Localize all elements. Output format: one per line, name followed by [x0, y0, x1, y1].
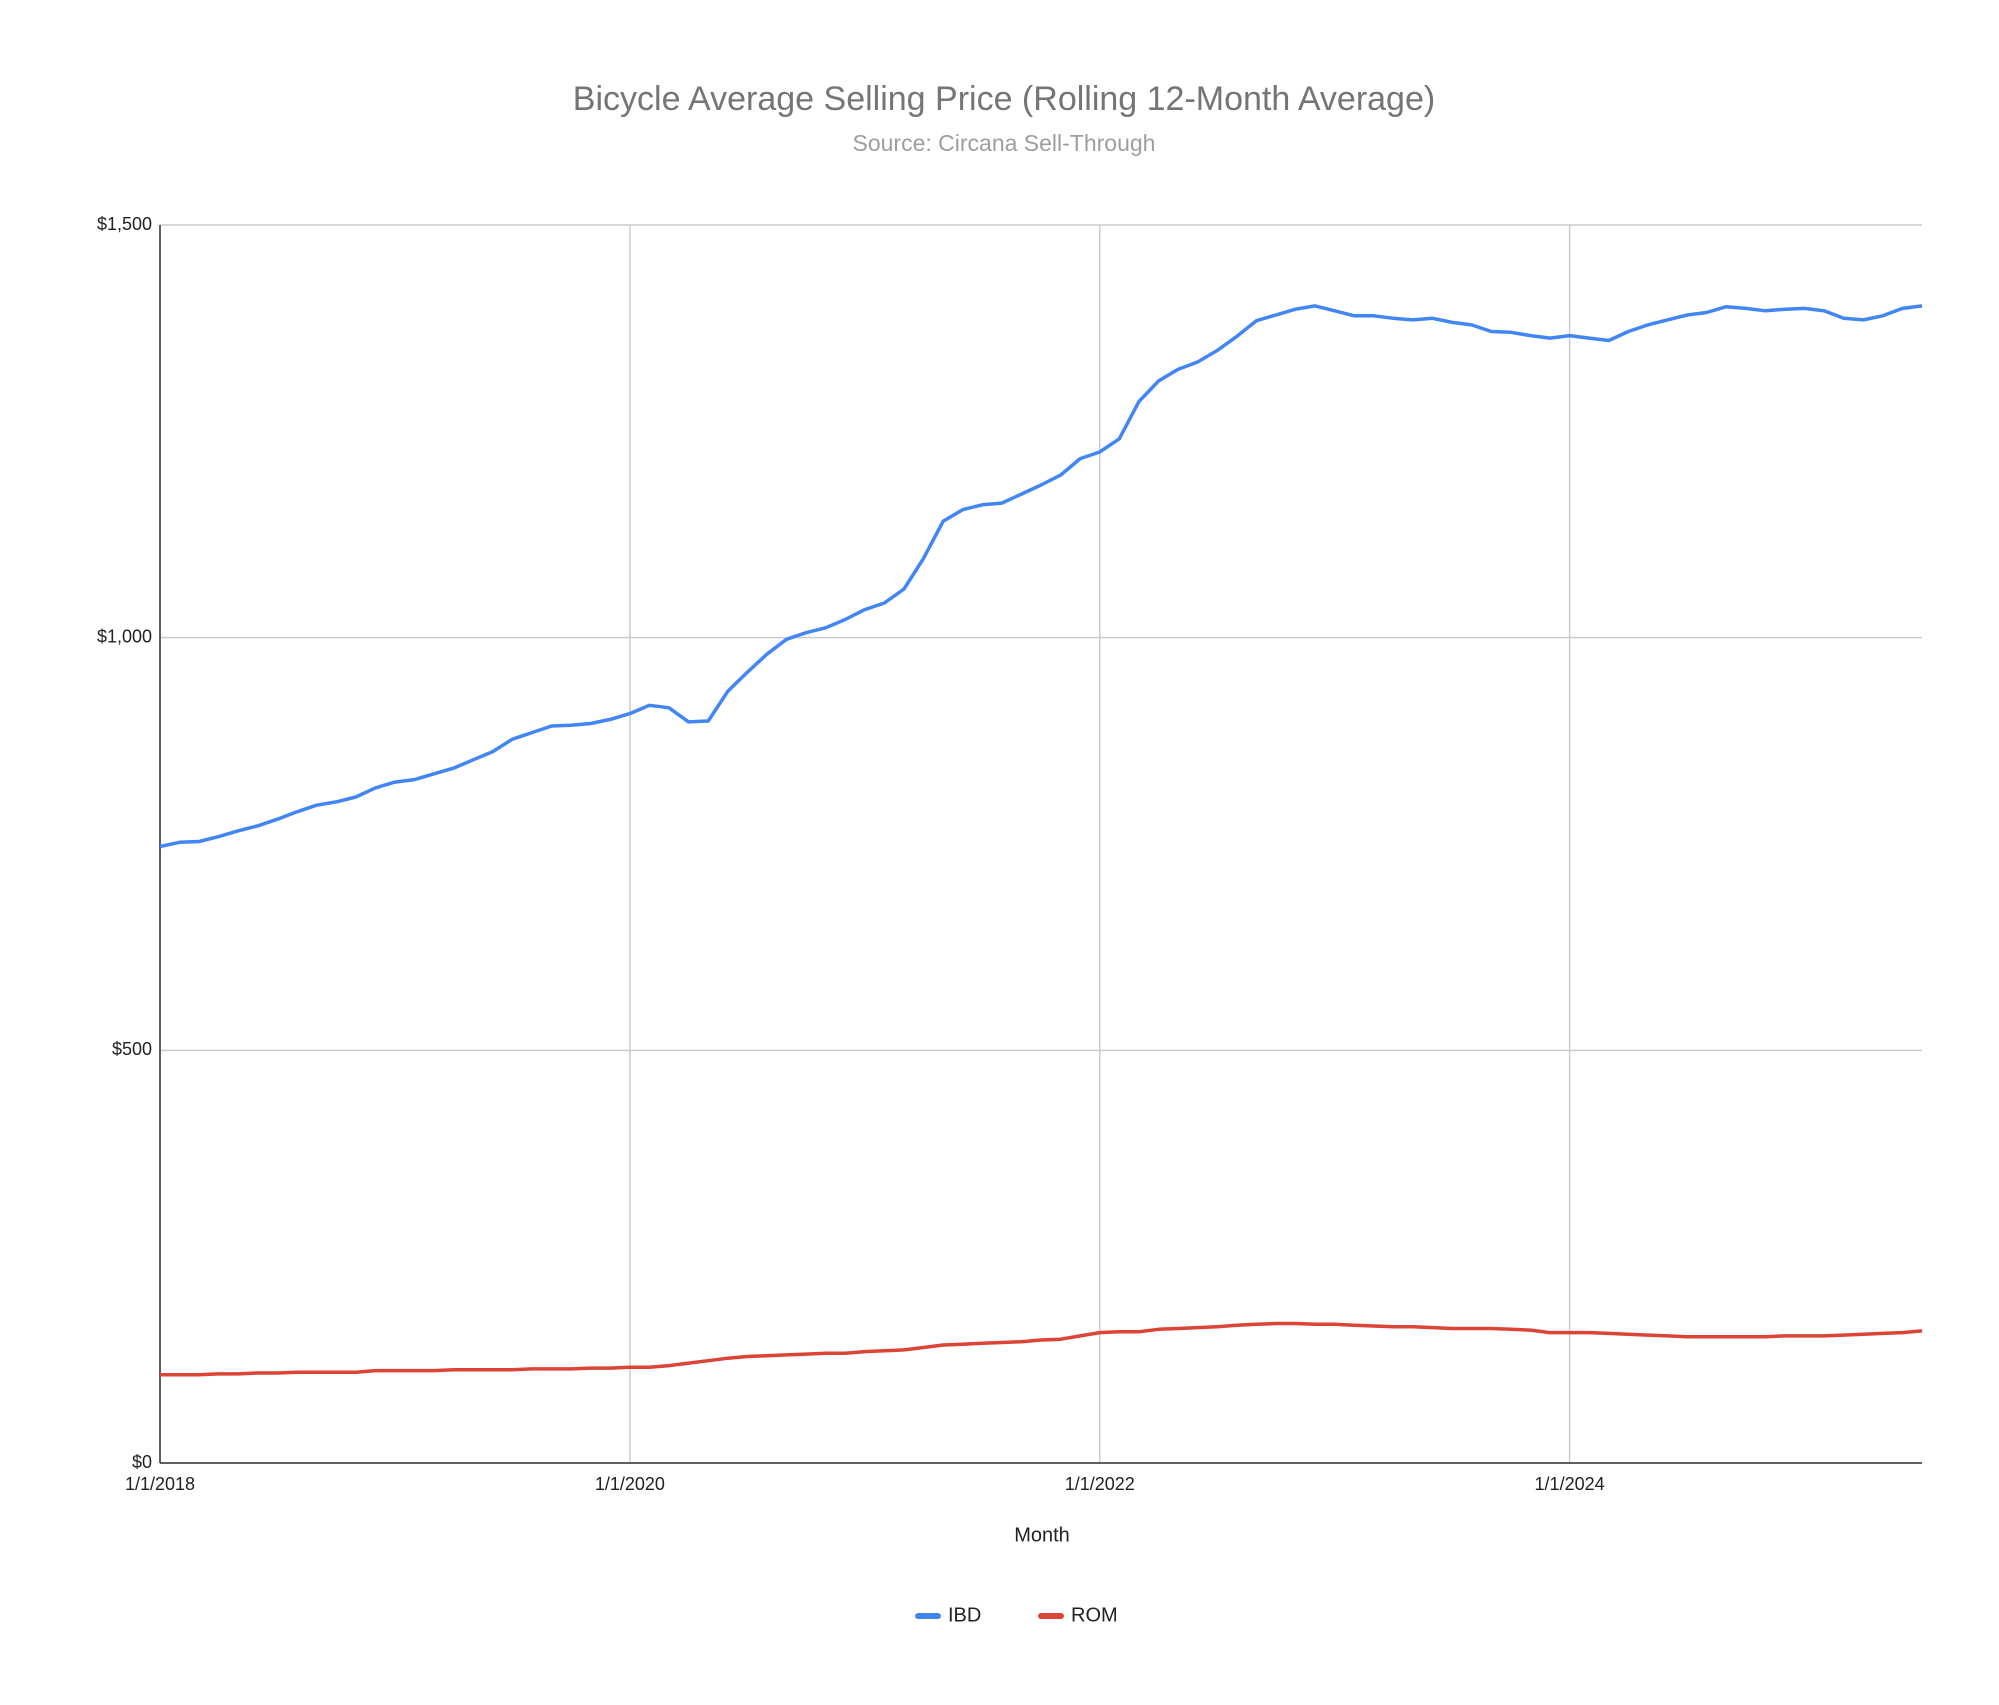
x-tick-label: 1/1/2022 [1065, 1474, 1135, 1494]
chart-title: Bicycle Average Selling Price (Rolling 1… [573, 80, 1435, 118]
y-tick-label: $500 [112, 1039, 152, 1059]
legend-label: IBD [948, 1604, 981, 1626]
data-line [160, 1321, 1923, 1377]
legend-label: ROM [1071, 1604, 1118, 1626]
chart-subtitle: Source: Circana Sell-Through [853, 130, 1156, 156]
y-tick-label: $1,500 [97, 214, 152, 234]
x-tick-label: 1/1/2018 [125, 1474, 195, 1494]
y-tick-label: $1,000 [97, 626, 152, 646]
y-tick-label: $0 [132, 1452, 152, 1472]
data-line [159, 304, 1923, 849]
x-tick-label: 1/1/2024 [1535, 1474, 1605, 1494]
x-axis-label: Month [1014, 1524, 1070, 1546]
x-tick-label: 1/1/2020 [595, 1474, 665, 1494]
